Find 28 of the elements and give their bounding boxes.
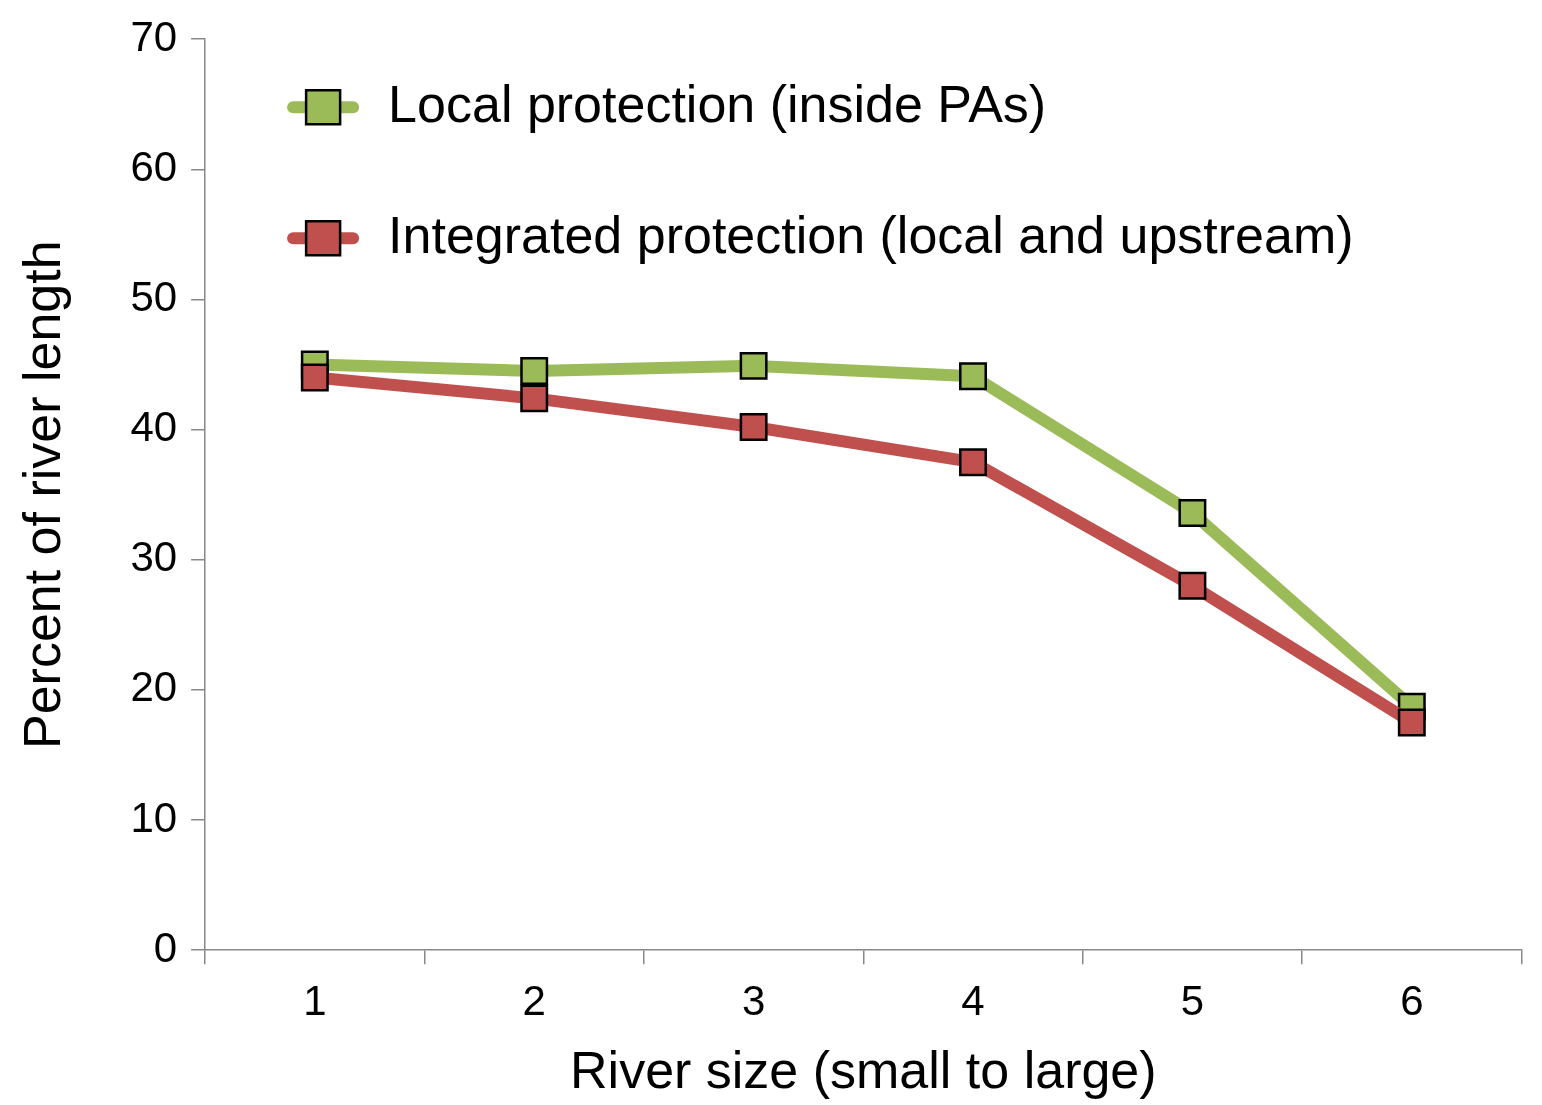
point — [739, 413, 768, 441]
y-tick-label: 70 — [130, 12, 178, 60]
point — [1178, 571, 1207, 600]
point — [739, 351, 768, 380]
y-tick-label: 40 — [130, 403, 178, 451]
y-tick-label: 60 — [130, 142, 178, 190]
y-tick-label: 30 — [130, 533, 178, 581]
legend-label: Integrated protection (local and upstream) — [388, 205, 1354, 264]
y-tick-label: 0 — [153, 923, 178, 971]
point — [959, 448, 987, 477]
y-tick-label: 50 — [130, 273, 178, 321]
x-axis-title: River size (small to large) — [570, 1041, 1157, 1100]
point — [1178, 498, 1207, 527]
x-tick-label: 1 — [303, 976, 327, 1024]
legend-label: Local protection (inside PAs) — [388, 74, 1047, 133]
y-tick-label: 10 — [130, 793, 178, 841]
point — [520, 384, 549, 413]
x-tick-label: 4 — [961, 976, 985, 1024]
point — [520, 357, 549, 386]
point — [1397, 708, 1426, 737]
x-tick-label: 2 — [522, 976, 546, 1024]
y-tick-label: 20 — [130, 663, 178, 711]
point — [959, 362, 987, 391]
y-axis-title: Percent of river length — [12, 240, 71, 750]
x-tick-label: 5 — [1180, 976, 1205, 1024]
x-tick-label: 3 — [741, 976, 766, 1024]
x-tick-label: 6 — [1400, 976, 1424, 1024]
point — [300, 363, 329, 392]
